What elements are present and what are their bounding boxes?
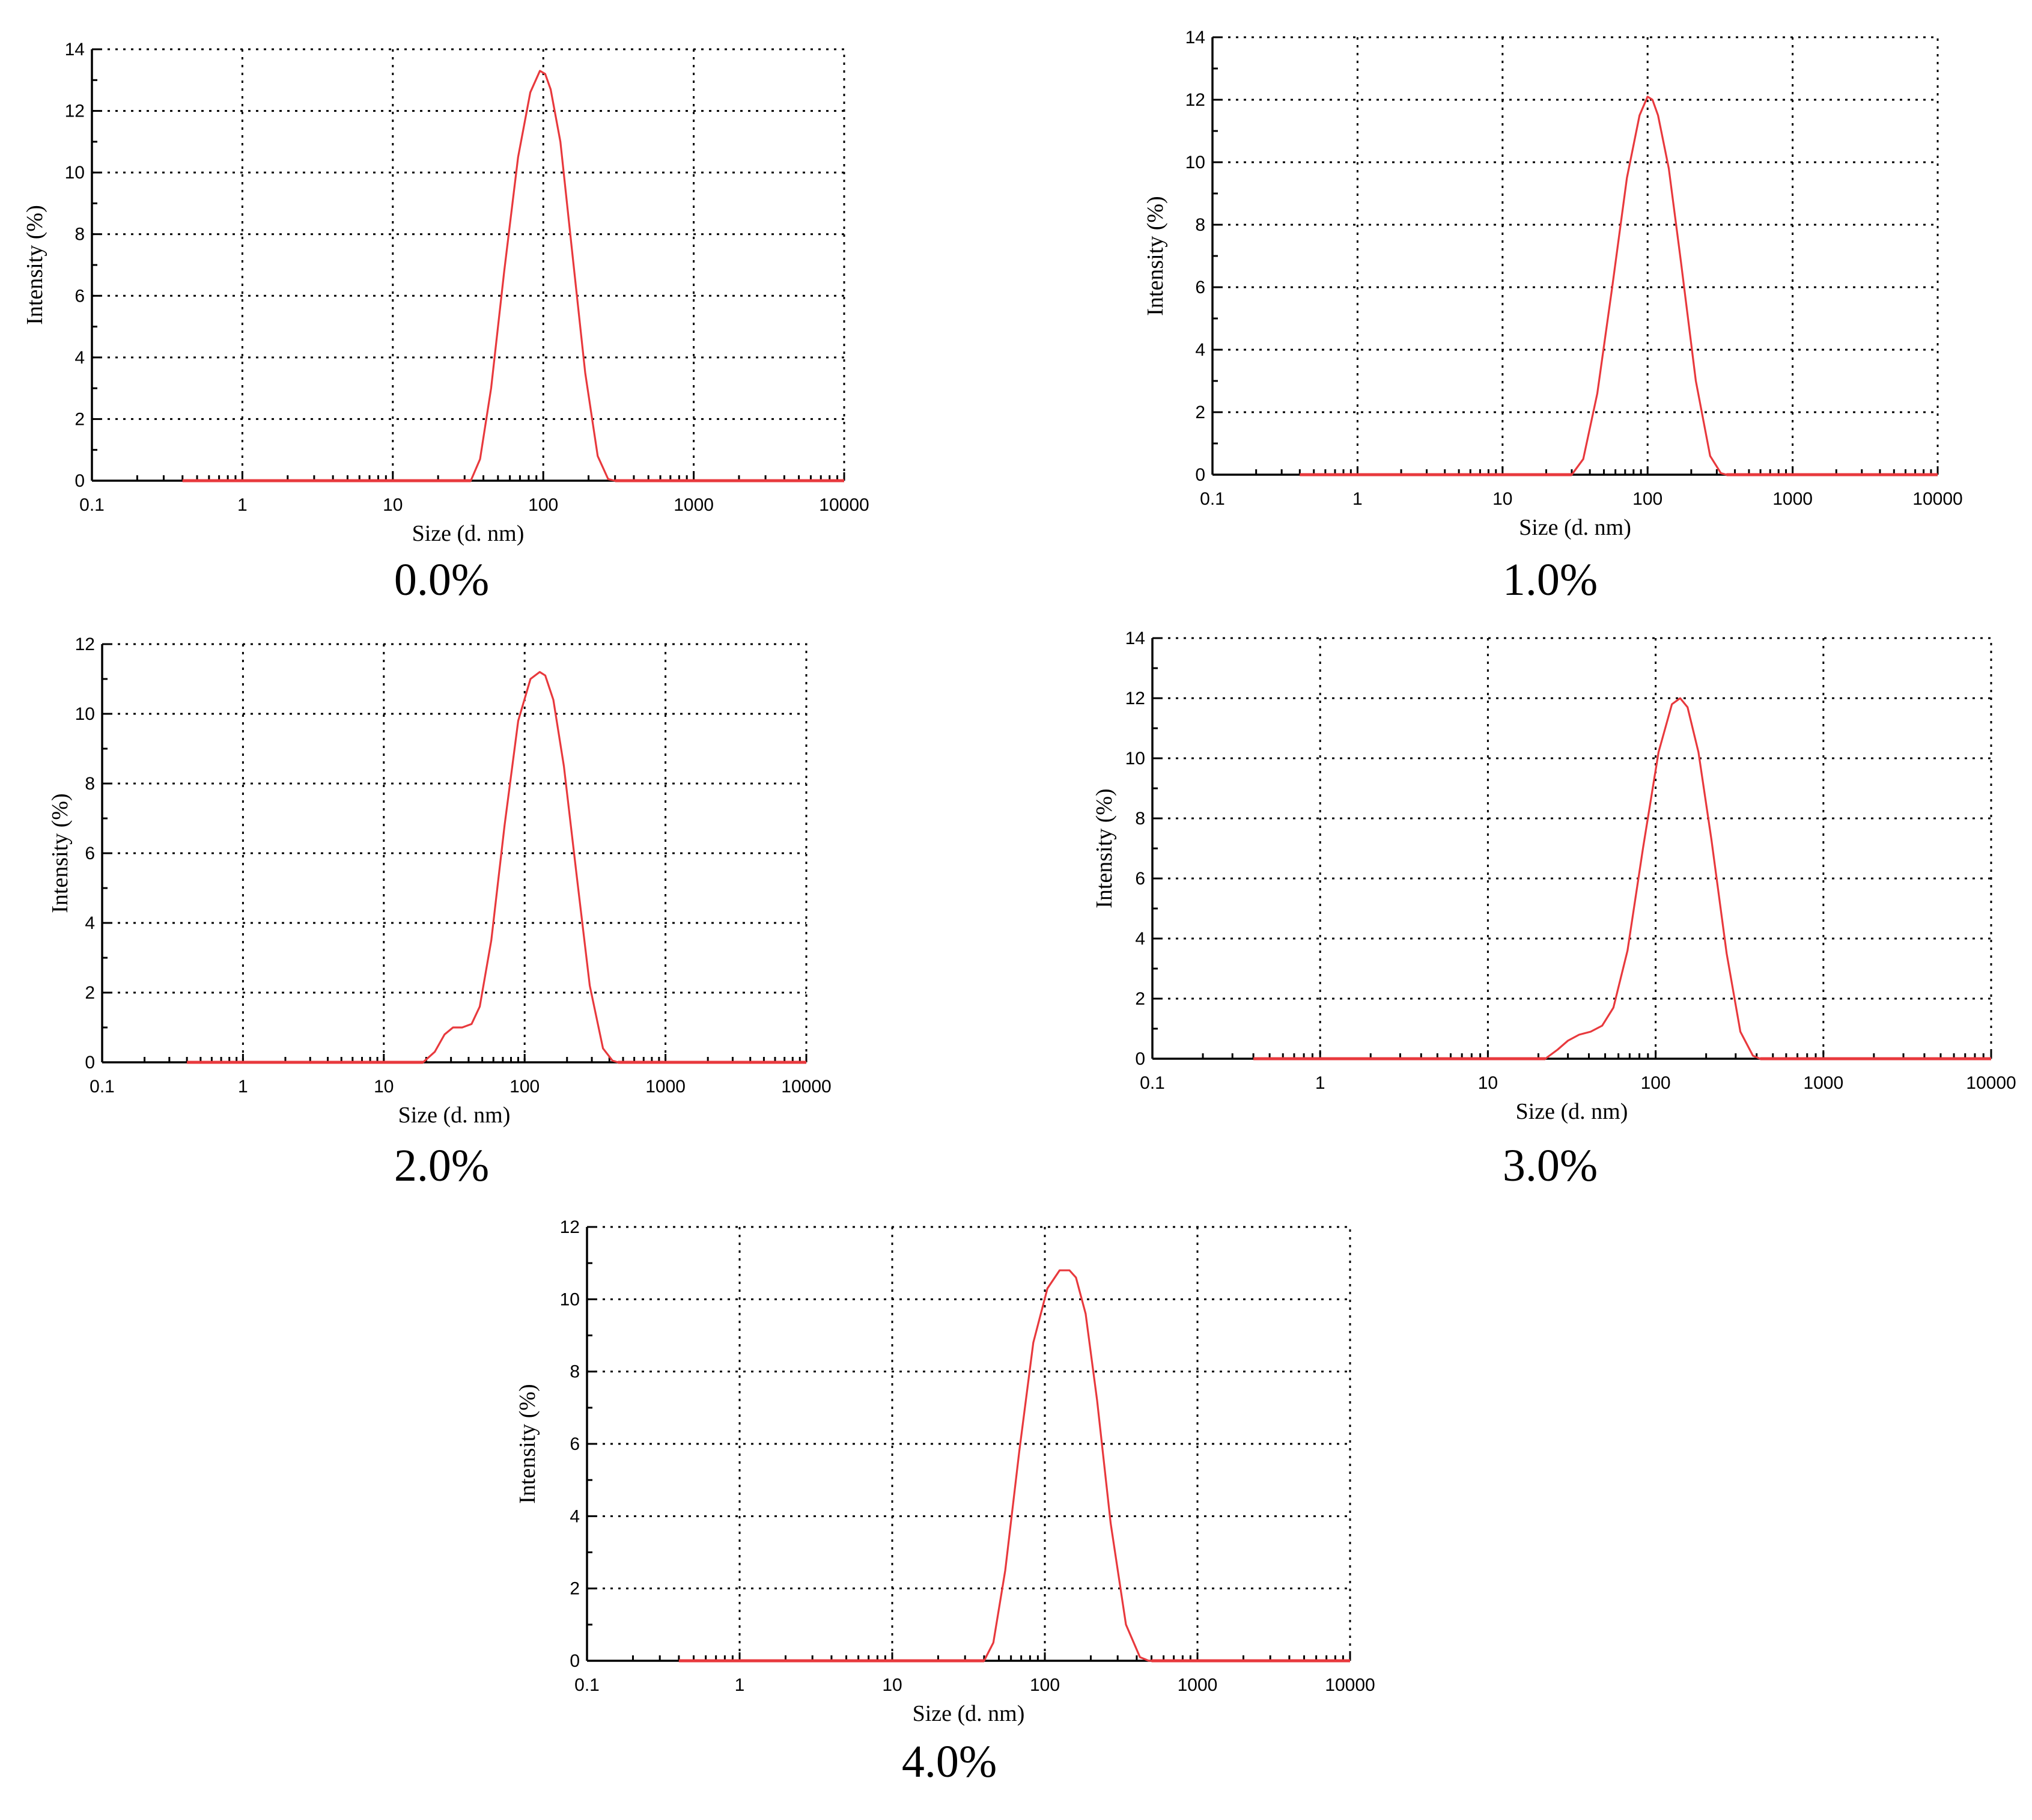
chart-caption: 0.0% <box>394 555 489 605</box>
y-axis-label: Intensity (%) <box>1143 196 1168 315</box>
x-axis-label: Size (d. nm) <box>412 521 525 546</box>
x-tick-label: 10 <box>1478 1073 1498 1093</box>
x-tick-label: 100 <box>1641 1073 1671 1093</box>
chart-panel-0: 0.1 1 10 100 1000 10000 0 2 4 6 8 10 12 14 Size (d. nm… <box>22 40 869 605</box>
x-tick-label: 100 <box>1030 1675 1060 1695</box>
y-tick-label: 6 <box>75 286 85 306</box>
x-tick-label: 10000 <box>819 495 869 515</box>
y-tick-label: 10 <box>560 1289 580 1309</box>
x-axis-label: Size (d. nm) <box>1519 515 1631 540</box>
y-tick-label: 4 <box>75 348 85 368</box>
y-tick-label: 0 <box>75 471 85 491</box>
y-axis-label: Intensity (%) <box>47 793 73 913</box>
y-tick-label: 6 <box>570 1434 580 1454</box>
x-tick-label: 1 <box>735 1675 745 1695</box>
y-tick-label: 6 <box>85 844 95 863</box>
y-tick-label: 6 <box>1135 869 1145 889</box>
y-tick-label: 12 <box>1125 689 1145 708</box>
y-tick-label: 12 <box>1185 90 1205 110</box>
y-tick-label: 10 <box>65 163 85 183</box>
x-axis-label: Size (d. nm) <box>1516 1099 1628 1124</box>
x-tick-label: 0.1 <box>1200 489 1225 509</box>
x-tick-label: 100 <box>1632 489 1662 509</box>
x-tick-label: 10 <box>1492 489 1512 509</box>
x-tick-label: 0.1 <box>90 1077 115 1097</box>
x-tick-label: 10 <box>383 495 403 515</box>
y-tick-label: 2 <box>570 1579 580 1599</box>
x-tick-label: 100 <box>528 495 558 515</box>
plot-frame <box>1212 36 1939 475</box>
x-tick-label: 10000 <box>1912 489 1962 509</box>
x-tick-label: 10000 <box>1966 1073 2016 1093</box>
y-tick-label: 8 <box>1135 809 1145 829</box>
x-tick-label: 10 <box>374 1077 394 1097</box>
chart-caption: 1.0% <box>1503 555 1598 605</box>
x-tick-label: 1 <box>238 1077 248 1097</box>
x-tick-label: 10 <box>882 1675 902 1695</box>
y-tick-label: 4 <box>570 1506 580 1526</box>
y-tick-label: 2 <box>1135 989 1145 1009</box>
x-axis-label: Size (d. nm) <box>913 1701 1025 1726</box>
x-tick-label: 0.1 <box>79 495 105 515</box>
x-axis-label: Size (d. nm) <box>398 1103 511 1128</box>
series-line-0 <box>187 671 806 1064</box>
chart-caption: 3.0% <box>1503 1140 1598 1191</box>
y-axis-label: Intensity (%) <box>1092 788 1117 908</box>
y-axis-label: Intensity (%) <box>515 1384 540 1503</box>
y-tick-label: 0 <box>85 1053 95 1073</box>
x-tick-label: 1000 <box>645 1077 686 1097</box>
x-tick-label: 100 <box>510 1077 540 1097</box>
y-axis-label: Intensity (%) <box>22 205 47 324</box>
y-tick-label: 14 <box>1125 628 1145 648</box>
x-tick-label: 10000 <box>781 1077 831 1097</box>
plot-frame <box>1152 637 1992 1059</box>
x-tick-label: 1000 <box>674 495 714 515</box>
x-tick-label: 1 <box>237 495 248 515</box>
plot-frame <box>92 48 845 481</box>
y-tick-label: 8 <box>75 225 85 245</box>
y-tick-label: 0 <box>570 1651 580 1671</box>
x-tick-label: 1000 <box>1772 489 1813 509</box>
y-tick-label: 2 <box>85 983 95 1003</box>
y-tick-label: 4 <box>1195 340 1205 360</box>
chart-panel-3: 0.1 1 10 100 1000 10000 0 2 4 6 8 10 12 14 Size (d. nm… <box>1092 628 2016 1191</box>
y-tick-label: 12 <box>65 102 85 121</box>
y-tick-label: 0 <box>1195 465 1205 485</box>
plot-frame <box>102 643 808 1062</box>
y-tick-label: 8 <box>570 1362 580 1382</box>
x-tick-label: 0.1 <box>1140 1073 1165 1093</box>
x-tick-label: 10000 <box>1325 1675 1375 1695</box>
chart-caption: 4.0% <box>902 1736 997 1787</box>
chart-panel-1: 0.1 1 10 100 1000 10000 0 2 4 6 8 10 12 14 Size (d. nm… <box>1143 28 1963 605</box>
series-line-0 <box>678 1269 1350 1662</box>
x-tick-label: 0.1 <box>574 1675 600 1695</box>
x-tick-label: 1 <box>1315 1073 1325 1093</box>
y-tick-label: 6 <box>1195 278 1205 297</box>
y-tick-label: 12 <box>560 1217 580 1237</box>
y-tick-label: 0 <box>1135 1049 1145 1069</box>
chart-caption: 2.0% <box>394 1140 489 1191</box>
x-tick-label: 1000 <box>1178 1675 1218 1695</box>
y-tick-label: 8 <box>85 774 95 794</box>
y-tick-label: 4 <box>85 913 95 933</box>
x-tick-label: 1000 <box>1803 1073 1843 1093</box>
y-tick-label: 12 <box>75 635 95 654</box>
y-tick-label: 2 <box>75 409 85 429</box>
y-tick-label: 14 <box>65 40 85 59</box>
y-tick-label: 2 <box>1195 403 1205 422</box>
series-line-0 <box>182 70 844 482</box>
series-line-0 <box>1253 697 1991 1060</box>
x-tick-label: 1 <box>1352 489 1363 509</box>
y-tick-label: 10 <box>75 704 95 724</box>
series-line-0 <box>1300 96 1938 476</box>
y-tick-label: 10 <box>1125 749 1145 768</box>
y-tick-label: 8 <box>1195 215 1205 235</box>
y-tick-label: 4 <box>1135 929 1145 949</box>
y-tick-label: 10 <box>1185 153 1205 172</box>
y-tick-label: 14 <box>1185 28 1205 47</box>
chart-panel-2: 0.1 1 10 100 1000 10000 0 2 4 6 8 10 12 Size (d. nm) I… <box>47 635 832 1191</box>
chart-panel-4: 0.1 1 10 100 1000 10000 0 2 4 6 8 10 12 Size (d. nm) I… <box>515 1217 1375 1787</box>
